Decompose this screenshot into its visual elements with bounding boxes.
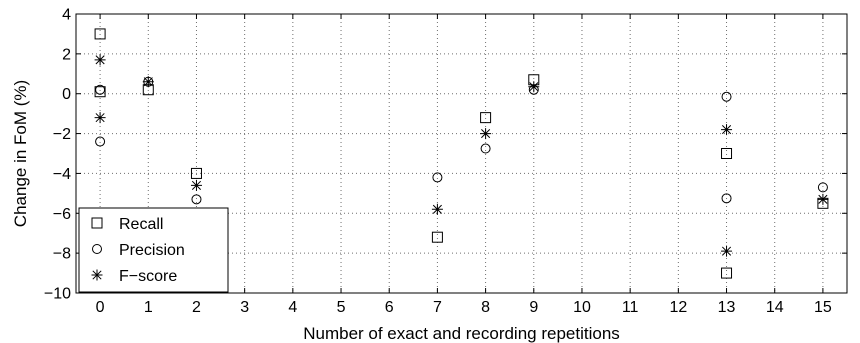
series-star xyxy=(94,54,829,257)
square-point xyxy=(480,112,492,124)
circle-point xyxy=(95,136,106,147)
y-tick-label: 0 xyxy=(62,86,71,103)
legend-label: Recall xyxy=(119,216,163,233)
x-tick-label: 10 xyxy=(573,299,591,316)
x-tick-label: 3 xyxy=(240,299,249,316)
legend-box xyxy=(78,207,229,293)
y-tick-label: −10 xyxy=(44,286,71,303)
circle-point xyxy=(191,194,202,205)
legend: Recall Precision F−score xyxy=(78,207,229,293)
star-point xyxy=(721,245,733,257)
x-tick-label: 13 xyxy=(718,299,736,316)
x-tick-label: 5 xyxy=(337,299,346,316)
x-tick-label: 9 xyxy=(529,299,538,316)
legend-circle-icon xyxy=(92,244,102,254)
x-tick-label: 11 xyxy=(622,299,639,316)
star-point xyxy=(721,124,733,136)
y-axis-label: Change in FoM (%) xyxy=(11,80,30,227)
data-marks xyxy=(94,28,829,279)
x-tick-label: 14 xyxy=(766,299,784,316)
star-point xyxy=(480,128,492,140)
star-point xyxy=(817,193,829,205)
y-tick-label: −8 xyxy=(53,246,71,263)
x-tick-label: 4 xyxy=(288,299,297,316)
x-tick-label: 1 xyxy=(144,299,153,316)
star-point xyxy=(94,112,106,124)
x-axis-label: Number of exact and recording repetition… xyxy=(303,324,620,343)
y-tick-label: −2 xyxy=(53,126,71,143)
x-tick-label: 7 xyxy=(433,299,442,316)
legend-label: F−score xyxy=(119,268,177,285)
star-point xyxy=(142,76,154,88)
x-tick-label: 12 xyxy=(669,299,687,316)
legend-entry: F−score xyxy=(91,268,177,285)
x-tick-label: 6 xyxy=(385,299,394,316)
y-tick-label: 2 xyxy=(62,46,71,63)
circle-point xyxy=(721,193,732,204)
square-point xyxy=(721,148,733,159)
square-point xyxy=(190,167,202,179)
circle-point xyxy=(721,91,732,102)
plot-frame xyxy=(75,13,848,294)
circle-point xyxy=(480,143,491,154)
square-point xyxy=(94,86,106,98)
legend-square-icon xyxy=(91,217,103,229)
square-point xyxy=(94,28,106,40)
legend-entry: Recall xyxy=(91,216,163,233)
star-point xyxy=(94,54,106,66)
square-point xyxy=(431,231,443,243)
series-square xyxy=(94,28,829,279)
y-tick-label: −6 xyxy=(53,206,71,223)
circle-point xyxy=(432,172,443,183)
x-tick-label: 15 xyxy=(814,299,832,316)
star-point xyxy=(528,81,540,93)
star-point xyxy=(431,203,443,215)
circle-point xyxy=(817,182,828,193)
star-point xyxy=(190,179,202,191)
y-tick-label: −4 xyxy=(53,166,71,183)
legend-label: Precision xyxy=(119,242,185,259)
legend-entry: Precision xyxy=(92,242,185,259)
square-point xyxy=(721,267,733,279)
series-circle xyxy=(95,76,828,205)
legend-star-icon xyxy=(91,269,103,281)
x-tick-label: 0 xyxy=(96,299,105,316)
y-tick-label: 4 xyxy=(62,7,71,24)
circle-point xyxy=(95,84,106,95)
x-tick-label: 8 xyxy=(481,299,490,316)
x-tick-label: 2 xyxy=(192,299,201,316)
